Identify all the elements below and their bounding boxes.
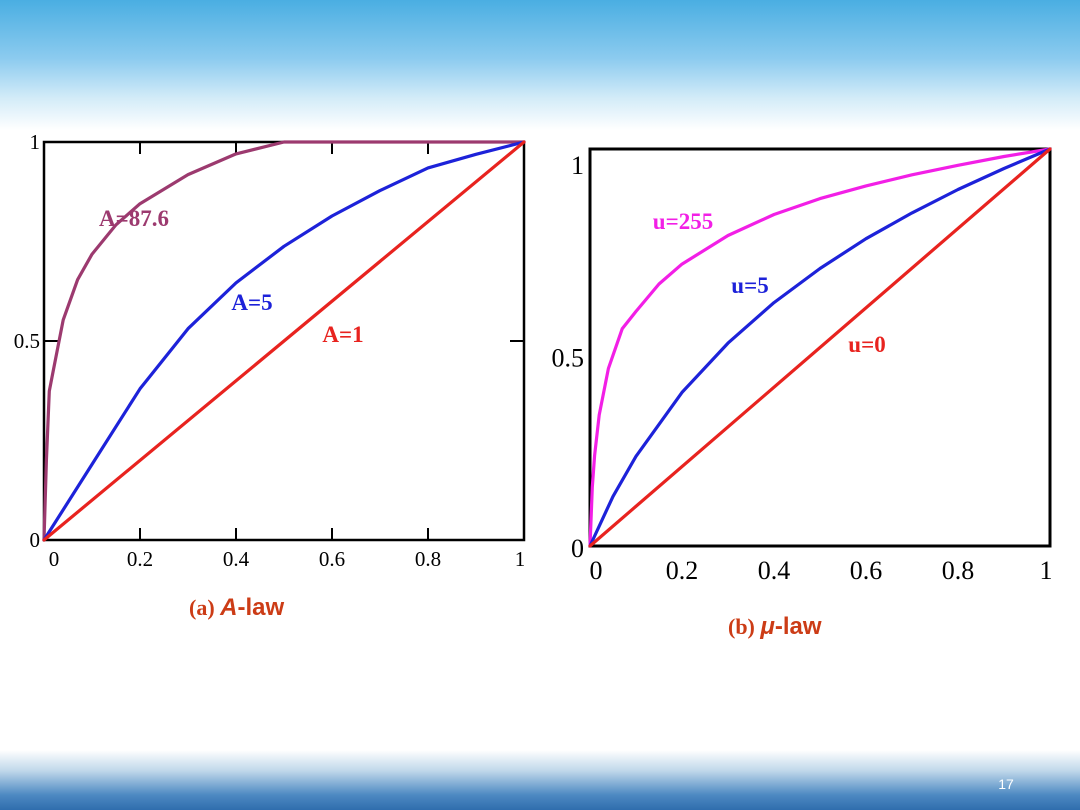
- series-label: u=255: [653, 209, 713, 234]
- x-tick-label: 0.8: [415, 547, 441, 571]
- y-tick-label: 0: [571, 534, 584, 563]
- x-tick-label: 0.4: [223, 547, 250, 571]
- caption-suffix: -law: [237, 594, 285, 621]
- series-line-a-1: [42, 140, 526, 542]
- y-tick-label: 0: [30, 528, 41, 552]
- x-tick-label: 1: [515, 547, 526, 571]
- y-tick-label: 0.5: [552, 344, 585, 373]
- x-tick-label: 1: [1040, 556, 1053, 585]
- caption-symbol: A: [220, 594, 238, 621]
- page-number: 17: [998, 776, 1014, 792]
- x-tick-label: 0.2: [127, 547, 153, 571]
- x-tick-label: 0: [590, 556, 603, 585]
- series-label: A=1: [322, 322, 363, 347]
- x-tick-label: 0.2: [666, 556, 699, 585]
- caption-mu-law: (b) μ-law: [728, 613, 822, 641]
- x-tick-label: 0.6: [319, 547, 345, 571]
- series-line-u-255: [588, 147, 1052, 548]
- a-law-chart: 0 0.2 0.4 0.6 0.8 1 0 0.5 1 A=87.6 A=5 A=1: [14, 130, 526, 571]
- series-label: A=5: [231, 290, 272, 315]
- y-tick-label: 0.5: [14, 329, 40, 353]
- series-line-u-5: [588, 147, 1052, 548]
- y-tick-label: 1: [571, 151, 584, 180]
- series-line-a-5: [42, 140, 526, 542]
- caption-symbol: μ: [760, 613, 775, 640]
- header-gradient-band: [0, 0, 1080, 130]
- series-label: u=5: [731, 273, 768, 298]
- x-tick-label: 0.4: [758, 556, 791, 585]
- series-line-u-0: [588, 147, 1052, 548]
- x-tick-label: 0.8: [942, 556, 975, 585]
- series-label: A=87.6: [99, 206, 169, 231]
- x-tick-label: 0.6: [850, 556, 883, 585]
- series-line-a-87-6: [42, 140, 526, 542]
- footer-gradient-band: [0, 750, 1080, 810]
- caption-suffix: -law: [774, 613, 822, 640]
- mu-law-chart: 0 0.2 0.4 0.6 0.8 1 0 0.5 1 u=255 u=5 u=0: [552, 147, 1053, 585]
- caption-prefix: (b): [728, 614, 755, 639]
- series-label: u=0: [848, 332, 885, 357]
- y-tick-label: 1: [30, 130, 41, 154]
- x-tick-label: 0: [49, 547, 60, 571]
- caption-prefix: (a): [189, 595, 215, 620]
- plot-frame: [588, 147, 1052, 548]
- caption-a-law: (a) A-law: [189, 594, 284, 622]
